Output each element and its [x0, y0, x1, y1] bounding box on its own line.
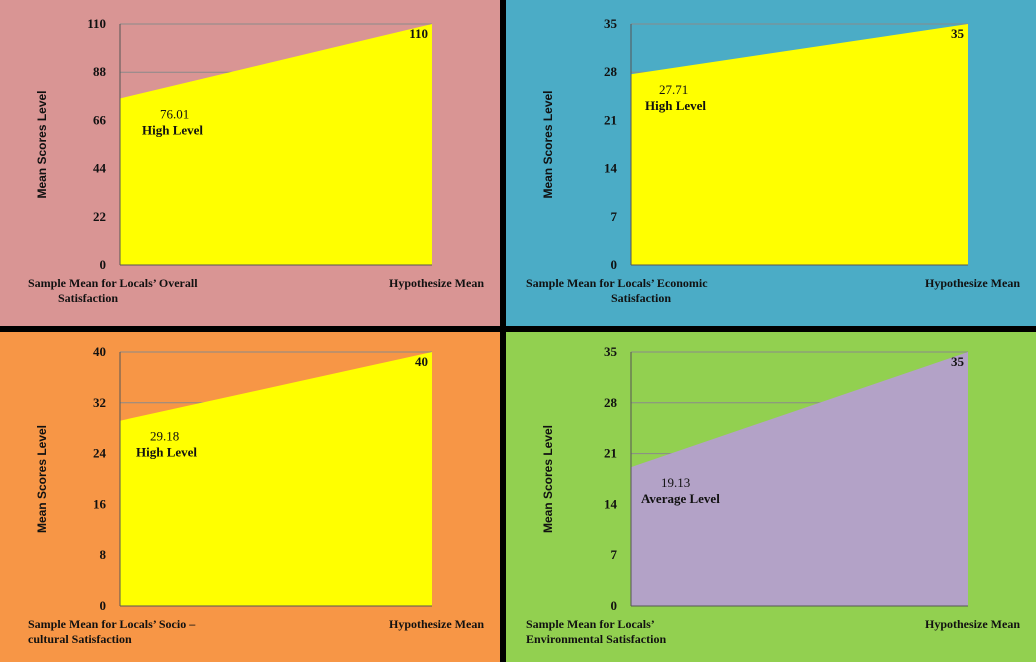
y-tick-label: 28 — [604, 395, 618, 410]
end-value-label: 110 — [409, 26, 428, 41]
area-series — [120, 352, 432, 606]
y-tick-label: 21 — [604, 112, 617, 127]
x-category-label: Satisfaction — [58, 291, 118, 305]
area-series — [631, 352, 968, 606]
chart-panel-overall: 0 22 44 66 88 110 Mean Scores Level Sample Mean… — [0, 0, 500, 326]
x-category-label: Hypothesize Mean — [389, 617, 484, 631]
y-tick-label: 24 — [93, 446, 107, 461]
x-category-label: Sample Mean for Locals’ Overall — [28, 276, 198, 290]
start-level-label: High Level — [142, 122, 203, 137]
y-axis-label: Mean Scores Level — [35, 425, 49, 533]
x-category-label: cultural Satisfaction — [28, 632, 132, 646]
y-tick-label: 16 — [93, 496, 107, 511]
x-category-label: Hypothesize Mean — [925, 276, 1020, 290]
y-tick-label: 32 — [93, 395, 106, 410]
y-tick-label: 8 — [100, 547, 107, 562]
x-category-label: Hypothesize Mean — [925, 617, 1020, 631]
y-tick-label: 35 — [604, 16, 618, 31]
chart-panel-economic: 0 7 14 21 28 35 Mean Scores Level Sample Mean f… — [506, 0, 1036, 326]
start-level-label: High Level — [645, 98, 706, 113]
y-tick-label: 21 — [604, 446, 617, 461]
y-tick-label: 7 — [611, 209, 618, 224]
y-axis-label: Mean Scores Level — [35, 90, 49, 198]
y-tick-label: 0 — [611, 598, 618, 613]
x-category-label: Sample Mean for Locals’ Economic — [526, 276, 708, 290]
x-category-label: Sample Mean for Locals’ — [526, 617, 655, 631]
y-axis-label: Mean Scores Level — [541, 425, 555, 533]
y-tick-label: 0 — [611, 257, 618, 272]
y-tick-label: 14 — [604, 161, 618, 176]
x-category-label: Environmental Satisfaction — [526, 632, 666, 646]
y-tick-label: 66 — [93, 112, 107, 127]
x-category-label: Satisfaction — [611, 291, 671, 305]
end-value-label: 40 — [415, 354, 428, 369]
area-series — [120, 24, 432, 265]
y-tick-label: 110 — [87, 16, 106, 31]
start-level-label: High Level — [136, 445, 197, 460]
x-category-label: Sample Mean for Locals’ Socio – — [28, 617, 196, 631]
start-level-label: Average Level — [641, 491, 720, 506]
y-tick-label: 14 — [604, 496, 618, 511]
y-tick-label: 35 — [604, 344, 618, 359]
end-value-label: 35 — [951, 26, 965, 41]
y-tick-label: 40 — [93, 344, 106, 359]
chart-sociocultural-svg: 0 8 16 24 32 40 Mean Scores Level Sample Mean f… — [0, 332, 500, 662]
y-tick-label: 0 — [100, 598, 107, 613]
chart-panel-sociocultural: 0 8 16 24 32 40 Mean Scores Level Sample Mean f… — [0, 332, 500, 662]
y-tick-label: 88 — [93, 64, 107, 79]
chart-overall-svg: 0 22 44 66 88 110 Mean Scores Level Sample Mean… — [0, 0, 500, 326]
area-series — [631, 24, 968, 265]
chart-environmental-svg: 0 7 14 21 28 35 Mean Scores Level Sample Mean f… — [506, 332, 1036, 662]
end-value-label: 35 — [951, 354, 965, 369]
y-axis-label: Mean Scores Level — [541, 90, 555, 198]
y-tick-label: 22 — [93, 209, 106, 224]
y-tick-label: 0 — [100, 257, 107, 272]
chart-panel-environmental: 0 7 14 21 28 35 Mean Scores Level Sample Mean f… — [506, 332, 1036, 662]
start-value-label: 76.01 — [160, 106, 189, 121]
x-category-label: Hypothesize Mean — [389, 276, 484, 290]
y-tick-label: 44 — [93, 161, 107, 176]
start-value-label: 29.18 — [150, 429, 179, 444]
start-value-label: 19.13 — [661, 475, 690, 490]
start-value-label: 27.71 — [659, 82, 688, 97]
y-tick-label: 7 — [611, 547, 618, 562]
chart-economic-svg: 0 7 14 21 28 35 Mean Scores Level Sample Mean f… — [506, 0, 1036, 326]
y-tick-label: 28 — [604, 64, 618, 79]
